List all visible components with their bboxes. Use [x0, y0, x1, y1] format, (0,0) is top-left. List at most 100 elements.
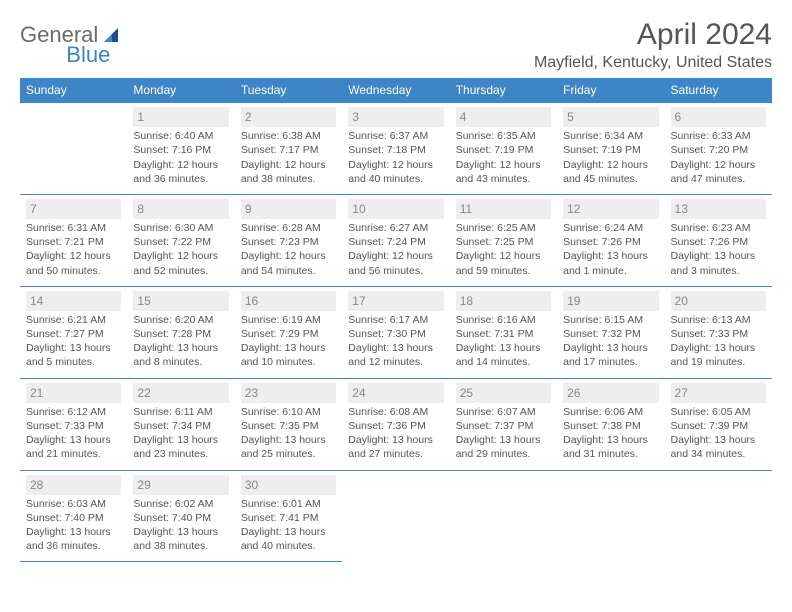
day-line: Daylight: 13 hours	[241, 525, 336, 539]
day-line: Sunset: 7:38 PM	[563, 419, 658, 433]
day-line: Sunset: 7:39 PM	[671, 419, 766, 433]
calendar-day-cell: 1Sunrise: 6:40 AMSunset: 7:16 PMDaylight…	[127, 103, 234, 195]
day-number: 14	[26, 291, 121, 311]
day-line: and 40 minutes.	[241, 539, 336, 553]
day-line: Sunrise: 6:38 AM	[241, 129, 336, 143]
day-data: Sunrise: 6:19 AMSunset: 7:29 PMDaylight:…	[241, 311, 336, 370]
day-line: Daylight: 12 hours	[456, 158, 551, 172]
day-data: Sunrise: 6:21 AMSunset: 7:27 PMDaylight:…	[26, 311, 121, 370]
calendar-day-cell: 7Sunrise: 6:31 AMSunset: 7:21 PMDaylight…	[20, 194, 127, 286]
day-data: Sunrise: 6:16 AMSunset: 7:31 PMDaylight:…	[456, 311, 551, 370]
day-line: Daylight: 12 hours	[133, 249, 228, 263]
day-data: Sunrise: 6:13 AMSunset: 7:33 PMDaylight:…	[671, 311, 766, 370]
calendar-day-cell: 13Sunrise: 6:23 AMSunset: 7:26 PMDayligh…	[665, 194, 772, 286]
day-number: 24	[348, 383, 443, 403]
day-line: Sunrise: 6:03 AM	[26, 497, 121, 511]
day-line: Sunset: 7:23 PM	[241, 235, 336, 249]
day-line: and 23 minutes.	[133, 447, 228, 461]
day-data: Sunrise: 6:10 AMSunset: 7:35 PMDaylight:…	[241, 403, 336, 462]
day-line: and 1 minute.	[563, 264, 658, 278]
calendar-day-cell	[20, 103, 127, 195]
calendar-day-cell: 2Sunrise: 6:38 AMSunset: 7:17 PMDaylight…	[235, 103, 342, 195]
day-line: Sunrise: 6:13 AM	[671, 313, 766, 327]
day-data: Sunrise: 6:02 AMSunset: 7:40 PMDaylight:…	[133, 495, 228, 554]
day-line: Sunrise: 6:05 AM	[671, 405, 766, 419]
day-data: Sunrise: 6:28 AMSunset: 7:23 PMDaylight:…	[241, 219, 336, 278]
day-line: and 50 minutes.	[26, 264, 121, 278]
day-line: Sunrise: 6:15 AM	[563, 313, 658, 327]
day-line: and 8 minutes.	[133, 355, 228, 369]
day-line: and 12 minutes.	[348, 355, 443, 369]
day-data: Sunrise: 6:37 AMSunset: 7:18 PMDaylight:…	[348, 127, 443, 186]
day-line: Sunrise: 6:20 AM	[133, 313, 228, 327]
day-line: Sunrise: 6:19 AM	[241, 313, 336, 327]
calendar-day-cell: 20Sunrise: 6:13 AMSunset: 7:33 PMDayligh…	[665, 286, 772, 378]
day-line: Daylight: 13 hours	[133, 433, 228, 447]
calendar-day-cell	[665, 470, 772, 562]
day-number: 1	[133, 107, 228, 127]
day-line: and 59 minutes.	[456, 264, 551, 278]
day-line: and 40 minutes.	[348, 172, 443, 186]
day-line: Sunset: 7:40 PM	[26, 511, 121, 525]
day-line: Sunrise: 6:24 AM	[563, 221, 658, 235]
day-line: and 38 minutes.	[133, 539, 228, 553]
day-line: and 27 minutes.	[348, 447, 443, 461]
day-data: Sunrise: 6:34 AMSunset: 7:19 PMDaylight:…	[563, 127, 658, 186]
day-line: and 10 minutes.	[241, 355, 336, 369]
day-line: Sunrise: 6:40 AM	[133, 129, 228, 143]
day-number: 17	[348, 291, 443, 311]
day-line: and 5 minutes.	[26, 355, 121, 369]
day-data: Sunrise: 6:40 AMSunset: 7:16 PMDaylight:…	[133, 127, 228, 186]
calendar-week-row: 14Sunrise: 6:21 AMSunset: 7:27 PMDayligh…	[20, 286, 772, 378]
day-line: Sunset: 7:30 PM	[348, 327, 443, 341]
day-line: Daylight: 13 hours	[241, 433, 336, 447]
calendar-day-cell: 24Sunrise: 6:08 AMSunset: 7:36 PMDayligh…	[342, 378, 449, 470]
calendar-day-cell: 10Sunrise: 6:27 AMSunset: 7:24 PMDayligh…	[342, 194, 449, 286]
weekday-header: Thursday	[450, 78, 557, 103]
day-number: 16	[241, 291, 336, 311]
day-line: Sunrise: 6:10 AM	[241, 405, 336, 419]
day-line: and 47 minutes.	[671, 172, 766, 186]
day-line: Sunrise: 6:12 AM	[26, 405, 121, 419]
calendar-day-cell: 14Sunrise: 6:21 AMSunset: 7:27 PMDayligh…	[20, 286, 127, 378]
day-data: Sunrise: 6:17 AMSunset: 7:30 PMDaylight:…	[348, 311, 443, 370]
day-line: Daylight: 12 hours	[241, 249, 336, 263]
day-line: Sunset: 7:37 PM	[456, 419, 551, 433]
day-number: 25	[456, 383, 551, 403]
calendar-day-cell: 22Sunrise: 6:11 AMSunset: 7:34 PMDayligh…	[127, 378, 234, 470]
calendar-day-cell: 28Sunrise: 6:03 AMSunset: 7:40 PMDayligh…	[20, 470, 127, 562]
calendar-day-cell: 5Sunrise: 6:34 AMSunset: 7:19 PMDaylight…	[557, 103, 664, 195]
day-line: Sunrise: 6:02 AM	[133, 497, 228, 511]
day-data: Sunrise: 6:38 AMSunset: 7:17 PMDaylight:…	[241, 127, 336, 186]
calendar-day-cell	[557, 470, 664, 562]
day-number: 7	[26, 199, 121, 219]
day-number: 11	[456, 199, 551, 219]
day-line: Sunset: 7:27 PM	[26, 327, 121, 341]
day-data: Sunrise: 6:35 AMSunset: 7:19 PMDaylight:…	[456, 127, 551, 186]
calendar-week-row: 28Sunrise: 6:03 AMSunset: 7:40 PMDayligh…	[20, 470, 772, 562]
day-line: and 56 minutes.	[348, 264, 443, 278]
day-number: 8	[133, 199, 228, 219]
day-line: Daylight: 13 hours	[456, 341, 551, 355]
day-number: 22	[133, 383, 228, 403]
day-line: Daylight: 12 hours	[348, 158, 443, 172]
day-line: Sunrise: 6:11 AM	[133, 405, 228, 419]
day-number: 6	[671, 107, 766, 127]
day-line: Sunset: 7:22 PM	[133, 235, 228, 249]
day-line: Daylight: 13 hours	[26, 433, 121, 447]
day-line: Daylight: 12 hours	[563, 158, 658, 172]
day-line: and 31 minutes.	[563, 447, 658, 461]
day-number: 4	[456, 107, 551, 127]
day-line: Sunset: 7:21 PM	[26, 235, 121, 249]
calendar-day-cell: 17Sunrise: 6:17 AMSunset: 7:30 PMDayligh…	[342, 286, 449, 378]
day-line: Sunset: 7:28 PM	[133, 327, 228, 341]
day-line: Daylight: 13 hours	[563, 249, 658, 263]
day-data: Sunrise: 6:01 AMSunset: 7:41 PMDaylight:…	[241, 495, 336, 554]
day-line: Sunset: 7:17 PM	[241, 143, 336, 157]
calendar-day-cell: 23Sunrise: 6:10 AMSunset: 7:35 PMDayligh…	[235, 378, 342, 470]
day-number: 27	[671, 383, 766, 403]
day-line: Daylight: 13 hours	[348, 341, 443, 355]
day-line: Sunset: 7:26 PM	[671, 235, 766, 249]
day-line: Sunset: 7:32 PM	[563, 327, 658, 341]
day-number: 29	[133, 475, 228, 495]
